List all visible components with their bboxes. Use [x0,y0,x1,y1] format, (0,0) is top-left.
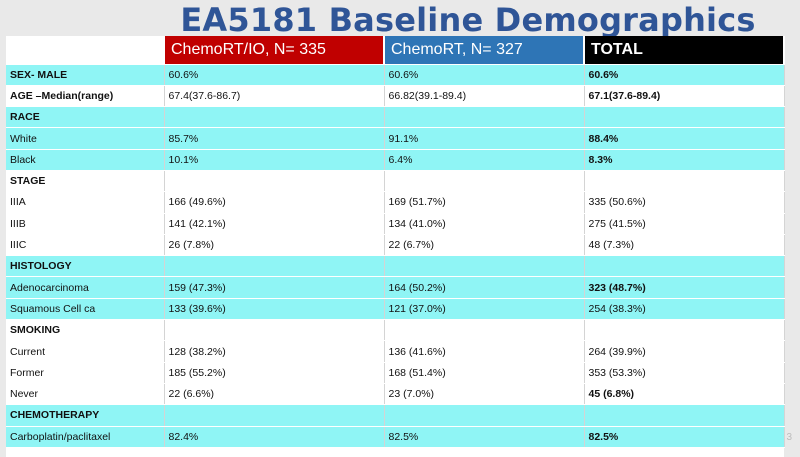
cell-total: 335 (50.6%) [584,191,785,214]
cell-io [164,170,385,193]
table-row: Never 22 (6.6%) 23 (7.0%) 45 (6.8%) [6,383,785,406]
cell-total: 8.3% [584,149,785,171]
cell-total: 353 (53.3%) [584,362,785,384]
row-label: White [6,127,165,150]
header-total: TOTAL [584,36,785,65]
table-row: Adenocarcinoma 159 (47.3%) 164 (50.2%) 3… [6,276,785,299]
cell-total: 67.1(37.6-89.4) [584,85,785,108]
row-label: SEX- MALE [6,64,165,86]
cell-total: 48 (7.3%) [584,234,785,257]
cell-total: 82.5% [584,426,785,448]
row-label: Current [6,340,165,363]
cell-total: 275 (41.5%) [584,213,785,235]
cell-io: 133 (39.6%) [164,298,385,321]
table-row: Carboplatin/paclitaxel 82.4% 82.5% 82.5% [6,426,785,448]
cell-rt: 169 (51.7%) [384,191,585,214]
cell-total [584,170,785,193]
table-row: RACE [6,106,785,129]
cell-total [584,404,785,427]
cell-rt: 22 (6.7%) [384,234,585,257]
table-row: HISTOLOGY [6,255,785,278]
row-label: Adenocarcinoma [6,276,165,299]
cell-rt: 121 (37.0%) [384,298,585,321]
cell-rt [384,170,585,193]
table-row: Squamous Cell ca 133 (39.6%) 121 (37.0%)… [6,298,785,321]
cell-io [164,404,385,427]
cell-io: 60.6% [164,64,385,86]
row-label: IIIB [6,213,165,235]
cell-rt: 66.82(39.1-89.4) [384,85,585,108]
table-row: AGE –Median(range) 67.4(37.6-86.7) 66.82… [6,85,785,108]
cell-total [584,319,785,342]
cell-total: 60.6% [584,64,785,86]
cell-rt [384,319,585,342]
cell-rt: 82.5% [384,426,585,448]
section-label: HISTOLOGY [6,255,165,278]
cell-total [584,255,785,278]
header-chemort: ChemoRT, N= 327 [384,36,585,65]
section-label: SMOKING [6,319,165,342]
row-label: IIIA [6,191,165,214]
cell-rt: 23 (7.0%) [384,383,585,406]
cell-io: 141 (42.1%) [164,213,385,235]
demographics-table: ChemoRT/IO, N= 335 ChemoRT, N= 327 TOTAL… [6,36,785,448]
table-row: STAGE [6,170,785,193]
table-row: IIIB 141 (42.1%) 134 (41.0%) 275 (41.5%) [6,213,785,235]
cell-total [584,106,785,129]
header-chemort-io: ChemoRT/IO, N= 335 [164,36,385,65]
row-label: Never [6,383,165,406]
cell-io: 185 (55.2%) [164,362,385,384]
cell-rt: 168 (51.4%) [384,362,585,384]
table-row: SEX- MALE 60.6% 60.6% 60.6% [6,64,785,86]
table-header-row: ChemoRT/IO, N= 335 ChemoRT, N= 327 TOTAL [6,36,785,65]
slide-title: EA5181 Baseline Demographics [180,1,756,39]
cell-io: 85.7% [164,127,385,150]
cell-io: 166 (49.6%) [164,191,385,214]
cell-io: 128 (38.2%) [164,340,385,363]
cell-io: 82.4% [164,426,385,448]
cell-io: 159 (47.3%) [164,276,385,299]
row-label: Former [6,362,165,384]
section-label: CHEMOTHERAPY [6,404,165,427]
section-label: STAGE [6,170,165,193]
cell-rt: 6.4% [384,149,585,171]
row-label: Carboplatin/paclitaxel [6,426,165,448]
cell-rt: 134 (41.0%) [384,213,585,235]
cell-total: 323 (48.7%) [584,276,785,299]
table-row: Former 185 (55.2%) 168 (51.4%) 353 (53.3… [6,362,785,384]
cell-io [164,106,385,129]
cell-rt [384,106,585,129]
table-row: Black 10.1% 6.4% 8.3% [6,149,785,171]
cell-io: 10.1% [164,149,385,171]
header-blank [6,36,165,65]
page-number: 3 [786,432,792,443]
cell-rt: 91.1% [384,127,585,150]
table-row: Current 128 (38.2%) 136 (41.6%) 264 (39.… [6,340,785,363]
cell-rt: 60.6% [384,64,585,86]
cell-io: 22 (6.6%) [164,383,385,406]
cell-rt [384,404,585,427]
row-label: Squamous Cell ca [6,298,165,321]
cell-io [164,319,385,342]
cell-rt: 136 (41.6%) [384,340,585,363]
cell-total: 88.4% [584,127,785,150]
row-label: AGE –Median(range) [6,85,165,108]
cell-total: 45 (6.8%) [584,383,785,406]
row-label: Black [6,149,165,171]
cell-total: 254 (38.3%) [584,298,785,321]
cell-rt: 164 (50.2%) [384,276,585,299]
row-label: IIIC [6,234,165,257]
table-row: IIIA 166 (49.6%) 169 (51.7%) 335 (50.6%) [6,191,785,214]
table-row: White 85.7% 91.1% 88.4% [6,127,785,150]
cell-io: 26 (7.8%) [164,234,385,257]
cell-rt [384,255,585,278]
cell-total: 264 (39.9%) [584,340,785,363]
cell-io: 67.4(37.6-86.7) [164,85,385,108]
table-row: CHEMOTHERAPY [6,404,785,427]
section-label: RACE [6,106,165,129]
demographics-table-container: ChemoRT/IO, N= 335 ChemoRT, N= 327 TOTAL… [6,36,785,457]
cell-io [164,255,385,278]
table-row: IIIC 26 (7.8%) 22 (6.7%) 48 (7.3%) [6,234,785,257]
table-row: SMOKING [6,319,785,342]
